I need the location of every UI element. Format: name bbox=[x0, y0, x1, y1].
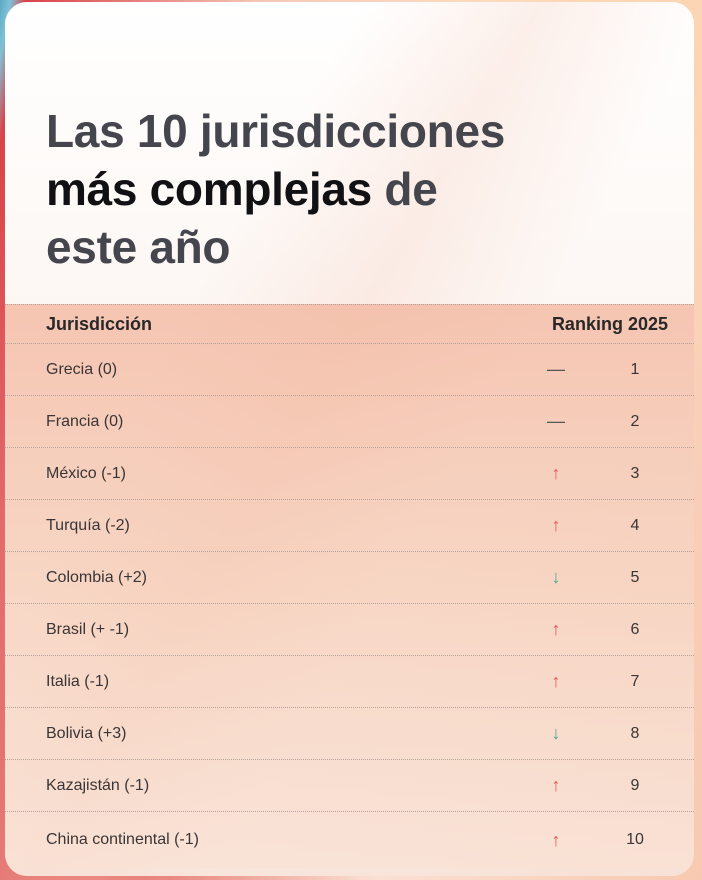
arrow-up-icon: ↑ bbox=[551, 829, 561, 850]
rank-value: 3 bbox=[630, 464, 640, 482]
table-row: Colombia (+2) ↓ 5 bbox=[5, 551, 694, 603]
table-row: Kazajistán (-1) ↑ 9 bbox=[5, 759, 694, 811]
rank-value: 9 bbox=[630, 776, 640, 794]
arrow-up-icon: ↑ bbox=[551, 775, 561, 795]
arrow-up-icon: ↑ bbox=[551, 671, 561, 691]
jurisdiction-name: Italia (-1) bbox=[46, 672, 110, 690]
rank-value: 7 bbox=[630, 672, 640, 690]
jurisdiction-name: Bolivia (+3) bbox=[46, 724, 127, 742]
table-row: Brasil (+ -1) ↑ 6 bbox=[5, 603, 694, 655]
jurisdiction-name: Kazajistán (-1) bbox=[46, 776, 150, 794]
table-row: México (-1) ↑ 3 bbox=[5, 447, 694, 499]
ranking-table: Jurisdicción Ranking 2025 Grecia (0) — 1… bbox=[5, 304, 694, 868]
jurisdiction-name: Turquía (-2) bbox=[46, 516, 130, 534]
rank-value: 10 bbox=[626, 831, 644, 848]
jurisdiction-name: México (-1) bbox=[46, 464, 127, 482]
arrow-up-icon: ↑ bbox=[551, 515, 561, 535]
arrow-up-icon: ↑ bbox=[551, 463, 561, 483]
table-row: Grecia (0) — 1 bbox=[5, 343, 694, 395]
jurisdiction-name: China continental (-1) bbox=[46, 831, 199, 848]
table-row: Turquía (-2) ↑ 4 bbox=[5, 499, 694, 551]
title-line-2-strong: más complejas bbox=[46, 163, 372, 215]
title-line-2-rest: de bbox=[371, 163, 438, 215]
title-line-3: este año bbox=[46, 221, 231, 273]
trend-flat-icon: — bbox=[547, 359, 565, 379]
jurisdiction-name: Grecia (0) bbox=[46, 360, 118, 378]
jurisdiction-name: Colombia (+2) bbox=[46, 568, 147, 586]
jurisdiction-name: Francia (0) bbox=[46, 412, 124, 430]
ranking-card: Las 10 jurisdicciones más complejas de e… bbox=[5, 2, 694, 876]
header-jurisdiction: Jurisdicción bbox=[46, 313, 153, 334]
arrow-up-icon: ↑ bbox=[551, 619, 561, 639]
table-row: Italia (-1) ↑ 7 bbox=[5, 655, 694, 707]
trend-flat-icon: — bbox=[547, 411, 565, 431]
header-ranking: Ranking 2025 bbox=[551, 313, 668, 334]
rank-value: 6 bbox=[630, 620, 640, 638]
table-header: Jurisdicción Ranking 2025 bbox=[5, 304, 694, 343]
arrow-down-icon: ↓ bbox=[551, 567, 561, 587]
table-row: Bolivia (+3) ↓ 8 bbox=[5, 707, 694, 759]
rank-value: 4 bbox=[630, 516, 640, 534]
table-row: Francia (0) — 2 bbox=[5, 395, 694, 447]
rank-value: 5 bbox=[630, 568, 640, 586]
rank-value: 2 bbox=[630, 412, 640, 430]
rank-value: 8 bbox=[630, 724, 640, 742]
page-title: Las 10 jurisdicciones más complejas de e… bbox=[46, 102, 505, 276]
arrow-down-icon: ↓ bbox=[551, 723, 561, 743]
table-row: China continental (-1) ↑ 10 bbox=[5, 811, 694, 868]
jurisdiction-name: Brasil (+ -1) bbox=[46, 620, 130, 638]
title-line-1: Las 10 jurisdicciones bbox=[46, 105, 506, 157]
rank-value: 1 bbox=[630, 360, 640, 378]
